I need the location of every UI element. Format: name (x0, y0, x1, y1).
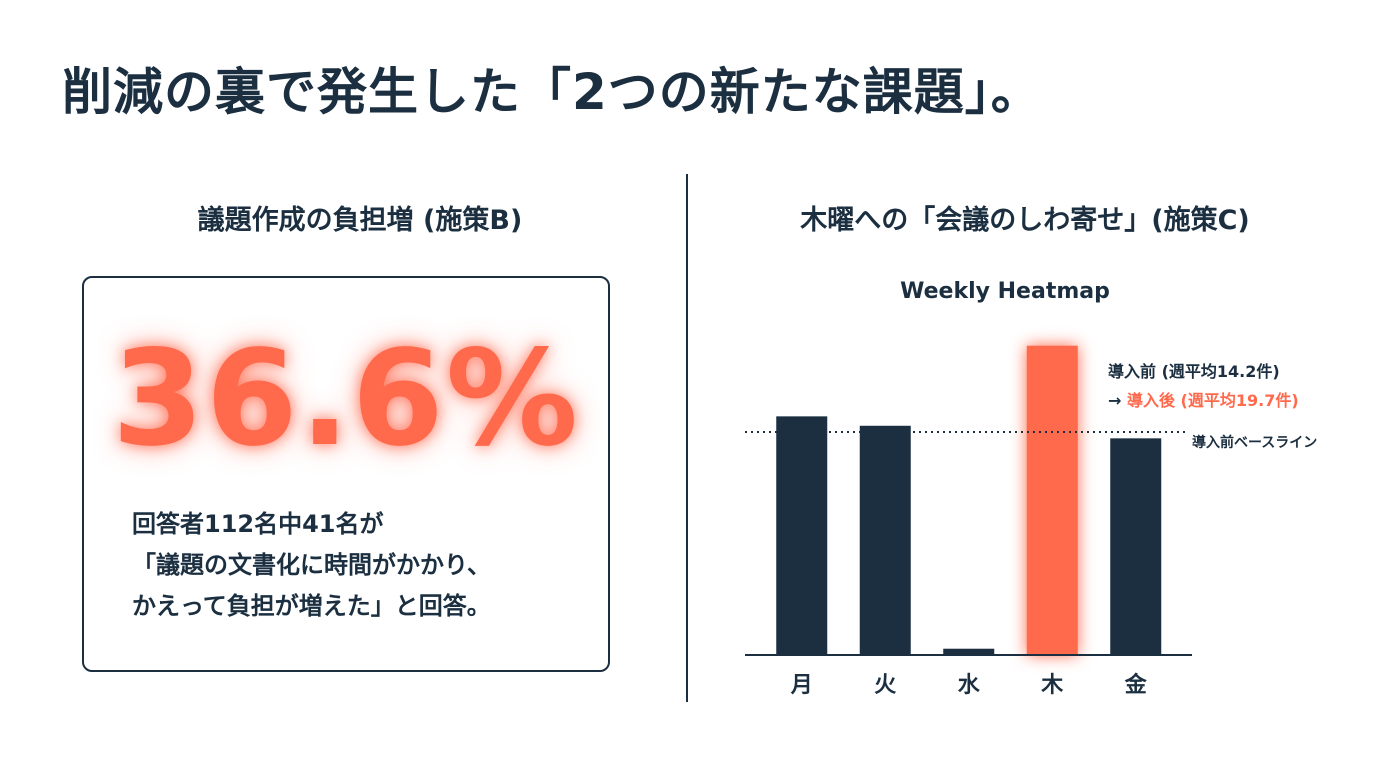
right-section-heading: 木曜への「会議のしわ寄せ」(施策C) (800, 205, 1250, 236)
left-section-heading: 議題作成の負担増 (施策B) (197, 205, 523, 236)
bar (776, 416, 828, 655)
baseline-label: 導入前ベースライン (1192, 435, 1318, 451)
stat-card: 36.6% 回答者112名中41名が 「議題の文書化に時間がかかり、 かえって負… (82, 276, 610, 672)
x-tick-label: 月 (790, 673, 813, 698)
stat-description-line: かえって負担が増えた」と回答。 (132, 592, 491, 620)
section-divider (686, 174, 688, 702)
chart-title: Weekly Heatmap (900, 279, 1110, 304)
stat-description-line: 回答者112名中41名が (132, 510, 384, 538)
annotation-before: 導入前 (週平均14.2件) (1108, 362, 1280, 381)
bar (943, 648, 995, 655)
bar (859, 425, 911, 655)
stat-description-line: 「議題の文書化に時間がかかり、 (132, 551, 492, 579)
bar (1110, 438, 1162, 655)
page-title: 削減の裏で発生した「2つの新たな課題」。 (62, 63, 1042, 121)
x-tick-label: 水 (958, 673, 981, 698)
stat-description: 回答者112名中41名が 「議題の文書化に時間がかかり、 かえって負担が増えた」… (132, 504, 592, 627)
bar-highlight (1026, 345, 1078, 655)
x-tick-label: 木 (1040, 673, 1064, 698)
annotation-arrow: → (1108, 391, 1127, 410)
stat-percentage: 36.6% (112, 322, 580, 476)
x-tick-label: 金 (1124, 672, 1148, 698)
x-tick-label: 火 (874, 673, 896, 698)
annotation-after-value: 導入後 (週平均19.7件) (1126, 391, 1299, 410)
annotation-after: → 導入後 (週平均19.7件) (1108, 387, 1299, 411)
